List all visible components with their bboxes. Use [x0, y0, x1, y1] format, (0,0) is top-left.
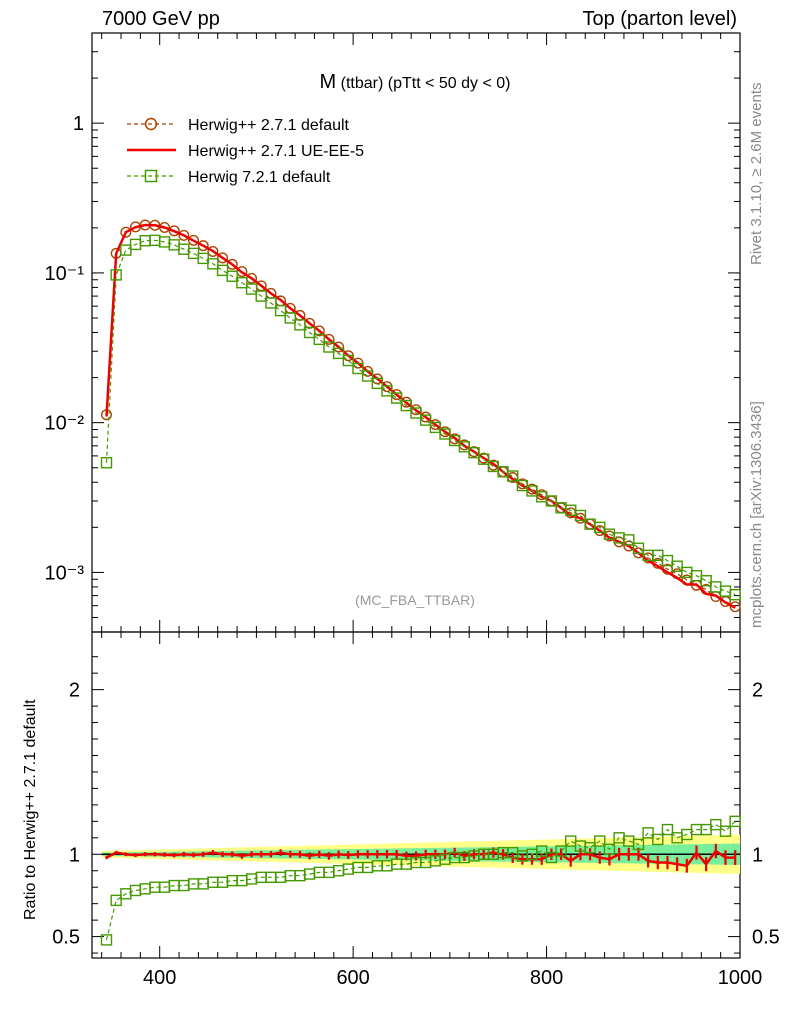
data-point-circle [217, 252, 229, 264]
ratio-point-square [710, 818, 722, 831]
data-point-circle [120, 226, 132, 238]
data-point-square [187, 247, 200, 260]
data-point-square [371, 377, 384, 390]
data-point-square [313, 333, 325, 346]
data-point-square [110, 269, 122, 281]
data-point-circle [197, 240, 209, 252]
data-point-square [623, 534, 635, 546]
data-point-square [526, 485, 538, 497]
data-point-square [168, 239, 180, 251]
data-point-square [361, 370, 374, 382]
data-point-square [236, 277, 248, 289]
ratio-point-square [536, 845, 548, 857]
data-point-square [545, 495, 558, 507]
ratio-point-square [719, 825, 732, 837]
data-point-square [439, 428, 451, 440]
data-point-square [478, 453, 490, 465]
data-point-square [274, 304, 287, 317]
data-point-circle [207, 245, 219, 257]
data-point-square [429, 421, 442, 434]
legend-label: Herwig++ 2.7.1 UE-EE-5 [188, 143, 364, 160]
data-point-circle [226, 258, 238, 270]
ratio-point-square [661, 823, 674, 836]
data-point-square [216, 264, 229, 277]
data-point-square [458, 441, 471, 453]
data-point-square [632, 542, 645, 554]
data-point-square [574, 509, 587, 522]
data-point-circle [188, 234, 200, 246]
ratio-point-square [642, 827, 654, 839]
ratio-line-ueee5 [105, 849, 736, 868]
data-point-square [400, 399, 413, 412]
data-point-square [594, 521, 606, 534]
x-tick-label: 1000 [718, 967, 763, 989]
ratio-point-square [652, 833, 664, 846]
x-tick-label: 800 [530, 967, 563, 989]
y-tick-label: 10⁻¹ [45, 263, 85, 285]
data-point-square [207, 258, 219, 270]
x-tick-label: 600 [336, 967, 369, 989]
ratio-point-square [603, 843, 616, 856]
data-point-square [468, 447, 480, 459]
header-energy-label: 7000 GeV pp [102, 8, 220, 30]
ratio-point-square [584, 841, 596, 854]
ratio-point-square [555, 845, 567, 857]
data-point-circle [729, 601, 741, 613]
legend-marker-circle [144, 117, 158, 131]
data-point-square [671, 560, 683, 572]
ratio-point-square [100, 934, 113, 946]
x-tick-label: 400 [143, 967, 176, 989]
data-point-square [419, 414, 432, 426]
data-point-square [410, 407, 422, 419]
legend-marker-square [144, 169, 158, 183]
data-point-square [245, 283, 258, 295]
data-point-square [265, 297, 277, 309]
analysis-watermark: (MC_FBA_TTBAR) [355, 592, 475, 608]
ratio-point-square [545, 851, 558, 864]
ratio-point-square [129, 884, 142, 897]
plot-title: M (ttbar) (pTtt < 50 dy < 0) [320, 71, 511, 93]
rivet-version-label: Rivet 3.1.10, ≥ 2.6M events [748, 82, 765, 266]
data-point-square [284, 312, 296, 324]
data-point-square [120, 244, 132, 256]
ratio-y-tick-label: 1 [69, 844, 80, 866]
data-point-square [255, 290, 267, 302]
data-point-circle [178, 229, 190, 241]
data-point-square [390, 392, 403, 404]
mcplots-credit-label: mcplots.cern.ch [arXiv:1306.3436] [748, 401, 765, 628]
ratio-y-tick-label: 2 [69, 680, 80, 702]
ratio-point-square [729, 815, 741, 828]
ratio-y-tick-label-right: 0.5 [752, 927, 780, 949]
ratio-point-square [594, 835, 606, 847]
data-point-square [352, 362, 364, 375]
data-point-square [100, 457, 113, 469]
data-point-square [332, 347, 345, 360]
data-point-square [226, 270, 238, 282]
legend-label: Herwig++ 2.7.1 default [188, 117, 350, 134]
y-tick-label: 10⁻³ [45, 562, 85, 584]
data-point-square [342, 354, 354, 367]
data-point-square [700, 575, 712, 587]
ratio-point-square [110, 894, 122, 907]
legend-label: Herwig 7.2.1 default [188, 169, 331, 186]
y-tick-label: 10⁻² [45, 413, 85, 435]
data-point-circle [168, 225, 180, 237]
ratio-y-axis-label: Ratio to Herwig++ 2.7.1 default [22, 699, 39, 920]
data-point-square [323, 341, 335, 353]
ratio-y-tick-label: 0.5 [52, 927, 80, 949]
ratio-plot-border [91, 631, 741, 959]
ratio-y-tick-label-right: 1 [752, 844, 763, 866]
y-tick-label: 1 [73, 113, 84, 135]
data-point-square [729, 588, 741, 601]
data-point-square [303, 326, 316, 339]
data-point-square [448, 434, 461, 447]
data-point-square [507, 470, 519, 482]
ratio-point-square [632, 838, 645, 851]
header-process-label: Top (parton level) [582, 8, 737, 30]
data-point-square [294, 319, 306, 331]
data-point-square [381, 385, 393, 397]
ratio-y-tick-label-right: 2 [752, 680, 763, 702]
data-point-square [719, 585, 732, 597]
